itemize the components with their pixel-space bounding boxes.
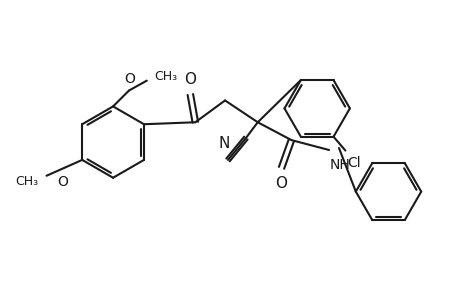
- Text: NH: NH: [330, 158, 350, 172]
- Text: CH₃: CH₃: [154, 70, 178, 83]
- Text: O: O: [184, 72, 196, 87]
- Text: O: O: [275, 176, 287, 191]
- Text: N: N: [218, 136, 229, 151]
- Text: Cl: Cl: [347, 155, 360, 170]
- Text: CH₃: CH₃: [16, 175, 39, 188]
- Text: O: O: [57, 175, 67, 189]
- Text: O: O: [124, 72, 135, 86]
